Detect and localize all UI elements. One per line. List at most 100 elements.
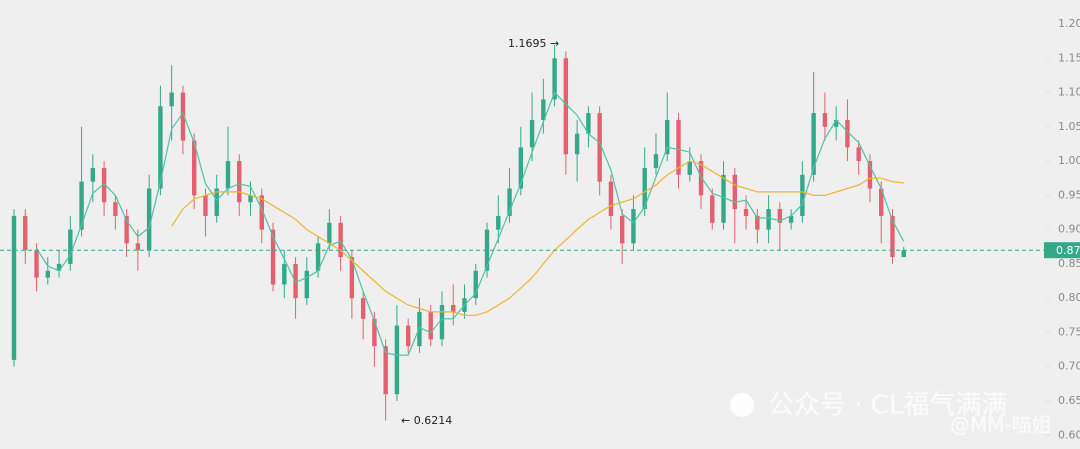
y-tick-label: 0.60 xyxy=(1058,428,1080,441)
candle-body xyxy=(507,188,512,216)
candle-body xyxy=(192,140,197,196)
candle-body xyxy=(68,229,73,264)
candle-body xyxy=(529,119,535,148)
candle-body xyxy=(597,113,602,182)
candle-body xyxy=(552,58,557,100)
candle-body xyxy=(225,161,231,189)
y-tick-label: 0.65 xyxy=(1058,394,1080,407)
candle-body xyxy=(124,215,129,244)
y-tick-label: 1.15 xyxy=(1058,51,1080,64)
candle-body xyxy=(270,229,276,285)
candle-body xyxy=(451,305,456,312)
y-tick-label: 0.70 xyxy=(1058,360,1080,373)
y-tick-label: 0.95 xyxy=(1058,188,1080,201)
moving-average xyxy=(35,91,905,356)
candle-body xyxy=(687,161,692,175)
candle-body xyxy=(755,215,760,230)
candle-body xyxy=(315,243,321,271)
plot: 1.20 1.15 1.10 1.05 1.00 0.95 0.90 0.85 0.80 0.75… xyxy=(0,17,1080,441)
candle-body xyxy=(282,263,287,285)
candle-body xyxy=(146,188,152,251)
candle-body xyxy=(372,318,377,347)
candle-body xyxy=(879,188,884,216)
candle-body xyxy=(113,202,118,216)
candle-body xyxy=(698,161,704,196)
candle-body xyxy=(11,215,17,360)
high-annotation: 1.1695 → xyxy=(508,37,559,50)
y-tick-label: 0.75 xyxy=(1058,325,1080,338)
candle-body xyxy=(766,209,771,230)
candle-body xyxy=(327,222,332,244)
candle-body xyxy=(586,113,591,134)
y-tick-label: 1.05 xyxy=(1058,120,1080,133)
candle-body xyxy=(439,305,445,340)
candle-body xyxy=(428,311,433,340)
candle-body xyxy=(496,215,501,230)
candle-body xyxy=(360,298,366,319)
y-tick-label: 1.10 xyxy=(1058,86,1080,99)
candle-body xyxy=(473,270,478,299)
candle-body xyxy=(608,181,614,216)
candle-body xyxy=(383,346,388,395)
candle-body xyxy=(856,147,861,162)
candle-body xyxy=(665,119,670,155)
candle-body xyxy=(45,270,50,278)
candle-body xyxy=(338,222,343,258)
candle-body xyxy=(811,113,816,175)
candle-body xyxy=(405,325,411,347)
candle-body xyxy=(214,188,219,216)
candle-body xyxy=(349,257,355,299)
candle-body xyxy=(169,92,174,107)
candle-body xyxy=(90,167,96,182)
candle-body xyxy=(135,243,141,251)
candle-body xyxy=(237,161,242,203)
candle-body xyxy=(541,99,546,120)
candle-body xyxy=(800,174,805,216)
candle-body xyxy=(890,215,895,258)
candle-body xyxy=(619,215,625,244)
watermark: 公众号 · CL福气满满 xyxy=(768,391,1007,421)
moving-average xyxy=(171,160,904,316)
candle-body xyxy=(394,325,400,395)
last-price-box xyxy=(1044,242,1080,259)
candle-body xyxy=(845,119,850,148)
candle-body xyxy=(203,195,208,216)
candle-body xyxy=(732,174,737,210)
candle-body xyxy=(867,161,873,189)
candle-body xyxy=(833,119,839,127)
candle-body xyxy=(777,209,783,223)
low-annotation: ← 0.6214 xyxy=(401,414,452,427)
y-tick-label: 0.85 xyxy=(1058,257,1080,270)
candle-body xyxy=(101,167,107,203)
candle-body xyxy=(631,209,636,244)
candle-body xyxy=(259,195,264,230)
y-tick-label: 0.80 xyxy=(1058,291,1080,304)
candle-body xyxy=(901,250,906,258)
candle-body xyxy=(56,263,62,271)
candle-body xyxy=(788,215,794,223)
candle-body xyxy=(563,58,569,155)
candle-body xyxy=(743,209,749,216)
candle-body xyxy=(158,106,163,189)
candle-body xyxy=(304,270,310,299)
candle-body xyxy=(79,181,84,230)
candle-body xyxy=(180,92,186,141)
candle-body xyxy=(23,215,28,251)
y-tick-label: 1.20 xyxy=(1058,17,1080,30)
candle-body xyxy=(34,250,39,278)
candle-body xyxy=(721,174,726,223)
candle-body xyxy=(653,154,659,168)
candle-body xyxy=(642,167,647,210)
candle-body xyxy=(574,133,580,155)
last-price-label: 0.87 xyxy=(1056,244,1080,257)
candle-body xyxy=(822,113,828,127)
candle-body xyxy=(710,195,715,223)
candle-body xyxy=(518,147,524,189)
candle-body xyxy=(484,229,490,271)
watermark-icon xyxy=(730,393,754,417)
y-tick-label: 1.00 xyxy=(1058,154,1080,167)
candle-body xyxy=(676,119,681,175)
candle-body xyxy=(248,195,253,203)
watermark: @MM-喵姐 xyxy=(950,413,1052,437)
